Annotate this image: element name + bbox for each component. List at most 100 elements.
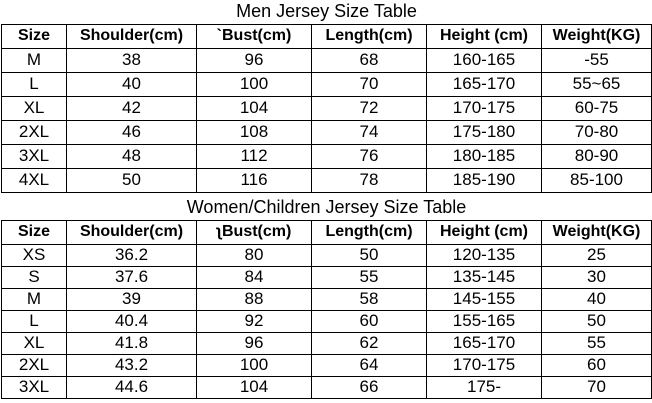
table-cell: 120-135 (426, 243, 542, 267)
table-row: 2XL 46 108 74 175-180 70-80 (1, 119, 652, 145)
table-cell: M (1, 47, 67, 73)
table-cell: 40.4 (66, 309, 197, 333)
table-cell: XL (1, 331, 67, 355)
table-cell: 3XL (1, 375, 67, 399)
table-cell: 58 (311, 287, 427, 311)
table-cell: M (1, 287, 67, 311)
table-cell: 55 (541, 331, 652, 355)
table-cell: 100 (196, 353, 312, 377)
table-cell: 76 (311, 143, 427, 169)
table-cell: 170-175 (426, 353, 542, 377)
table-cell: 78 (311, 167, 427, 193)
table-row: XS 36.2 80 50 120-135 25 (1, 243, 652, 267)
table-cell: 88 (196, 287, 312, 311)
size-table: Women/Children Jersey Size Table Size Shou… (1, 196, 652, 399)
table-cell: 165-170 (426, 71, 542, 97)
table-cell: 50 (541, 309, 652, 333)
table-row: XL 41.8 96 62 165-170 55 (1, 331, 652, 355)
table-cell: XS (1, 243, 67, 267)
table-cell: 155-165 (426, 309, 542, 333)
table-cell: 80 (196, 243, 312, 267)
table-row: M 38 96 68 160-165 -55 (1, 47, 652, 73)
table-cell: S (1, 265, 67, 289)
header-cell: Shoulder(cm) (66, 23, 197, 49)
table-cell: 68 (311, 47, 427, 73)
table-cell: 170-175 (426, 95, 542, 121)
table-cell: 60 (311, 309, 427, 333)
table-cell: 180-185 (426, 143, 542, 169)
table-cell: 55 (311, 265, 427, 289)
table-cell: 160-165 (426, 47, 542, 73)
table-row: 4XL 50 116 78 185-190 85-100 (1, 167, 652, 193)
table-cell: L (1, 71, 67, 97)
table-cell: 39 (66, 287, 197, 311)
header-cell: Size (1, 219, 67, 245)
header-cell: ʅBust(cm) (196, 219, 312, 245)
table-row: L 40.4 92 60 155-165 50 (1, 309, 652, 333)
header-cell: Weight(KG) (540, 23, 652, 49)
table-cell: 72 (311, 95, 427, 121)
table-title: Women/Children Jersey Size Table (1, 196, 652, 221)
table-cell: 48 (66, 143, 197, 169)
table-cell: 92 (196, 309, 312, 333)
table-cell: L (1, 309, 67, 333)
header-cell: Length(cm) (311, 219, 427, 245)
table-cell: -55 (540, 47, 652, 73)
table-cell: 3XL (1, 143, 67, 169)
table-cell: 2XL (1, 353, 67, 377)
header-cell: Height (cm) (426, 219, 542, 245)
table-cell: 36.2 (66, 243, 197, 267)
table-cell: XL (1, 95, 67, 121)
table-cell: 40 (66, 71, 197, 97)
table-cell: 62 (311, 331, 427, 355)
table-cell: 104 (196, 375, 312, 399)
header-row: Size Shoulder(cm) `Bust(cm) Length(cm) Heigh… (1, 23, 652, 49)
header-cell: Height (cm) (426, 23, 542, 49)
table-cell: 64 (311, 353, 427, 377)
header-cell: Weight(KG) (541, 219, 652, 245)
table-cell: 42 (66, 95, 197, 121)
table-cell: 100 (196, 71, 312, 97)
table-cell: 116 (196, 167, 312, 193)
table-cell: 175- (426, 375, 542, 399)
table-cell: 104 (196, 95, 312, 121)
table-row: M 39 88 58 145-155 40 (1, 287, 652, 311)
table-cell: 60-75 (540, 95, 652, 121)
table-title: Men Jersey Size Table (1, 0, 652, 25)
table-cell: 44.6 (66, 375, 197, 399)
table-cell: 60 (541, 353, 652, 377)
table-cell: 70 (311, 71, 427, 97)
table-cell: 55~65 (540, 71, 652, 97)
table-cell: 41.8 (66, 331, 197, 355)
table-cell: 43.2 (66, 353, 197, 377)
header-row: Size Shoulder(cm) ʅBust(cm) Length(cm) Heigh… (1, 219, 652, 245)
table-cell: 185-190 (426, 167, 542, 193)
table-cell: 70-80 (540, 119, 652, 145)
table-cell: 37.6 (66, 265, 197, 289)
table-cell: 145-155 (426, 287, 542, 311)
table-cell: 50 (66, 167, 197, 193)
header-cell: `Bust(cm) (196, 23, 312, 49)
table-cell: 84 (196, 265, 312, 289)
table-cell: 25 (541, 243, 652, 267)
table-row: S 37.6 84 55 135-145 30 (1, 265, 652, 289)
table-row: 3XL 48 112 76 180-185 80-90 (1, 143, 652, 169)
header-cell: Length(cm) (311, 23, 427, 49)
table-row: 2XL 43.2 100 64 170-175 60 (1, 353, 652, 377)
table-cell: 66 (311, 375, 427, 399)
table-row: XL 42 104 72 170-175 60-75 (1, 95, 652, 121)
header-cell: Size (1, 23, 67, 49)
size-table: Men Jersey Size Table Size Shoulder(cm) `Bu… (1, 0, 652, 193)
table-cell: 74 (311, 119, 427, 145)
table-cell: 46 (66, 119, 197, 145)
table-row: L 40 100 70 165-170 55~65 (1, 71, 652, 97)
table-cell: 96 (196, 47, 312, 73)
table-cell: 108 (196, 119, 312, 145)
table-cell: 70 (541, 375, 652, 399)
table-cell: 80-90 (540, 143, 652, 169)
header-cell: Shoulder(cm) (66, 219, 197, 245)
table-cell: 85-100 (540, 167, 652, 193)
table-cell: 50 (311, 243, 427, 267)
table-cell: 40 (541, 287, 652, 311)
